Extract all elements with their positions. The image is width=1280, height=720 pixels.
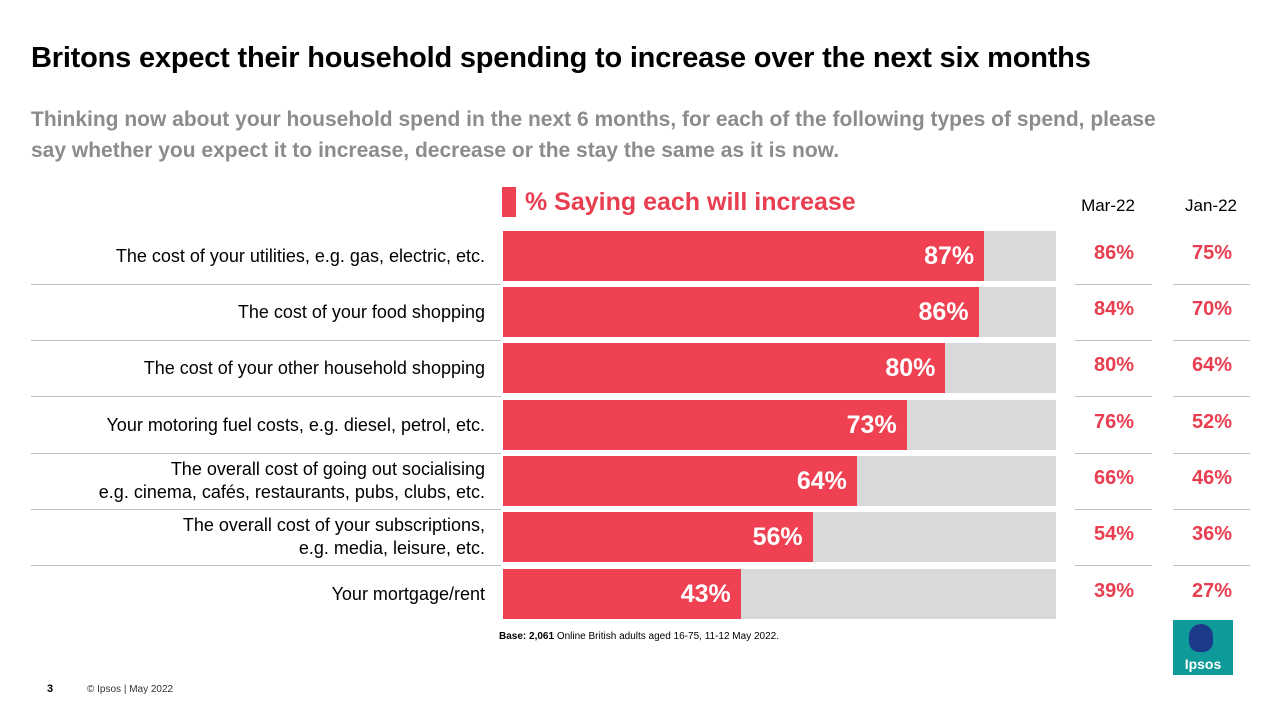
comparison-value-mar-22: 76% xyxy=(1093,411,1135,433)
comparison-value-jan-22: 27% xyxy=(1191,580,1233,602)
page-number: 3 xyxy=(47,683,54,695)
page-subtitle: Thinking now about your household spend … xyxy=(31,108,1156,162)
comparison-value-mar-22: 84% xyxy=(1093,298,1135,320)
legend-swatch xyxy=(502,187,516,217)
logo-text: Ipsos xyxy=(1184,656,1222,672)
row-separator xyxy=(31,340,501,341)
bar: 87% xyxy=(503,231,985,281)
comparison-separator xyxy=(1173,340,1250,341)
bar: 56% xyxy=(503,512,813,562)
bar-value-label: 87% xyxy=(924,241,975,270)
comparison-separator xyxy=(1075,396,1152,397)
bar-track: 64% xyxy=(503,456,1056,506)
row-separator xyxy=(31,396,501,397)
comparison-value-mar-22: 86% xyxy=(1093,242,1135,264)
copyright: © Ipsos | May 2022 xyxy=(87,684,174,695)
row-separator xyxy=(31,509,501,510)
category-label: The overall cost of going out socialisin… xyxy=(20,456,485,506)
bar-value-label: 86% xyxy=(918,297,969,326)
comparison-value-jan-22: 46% xyxy=(1191,467,1233,489)
bar: 86% xyxy=(503,287,979,337)
bar: 64% xyxy=(503,456,857,506)
comparison-separator xyxy=(1173,453,1250,454)
comparison-value-mar-22: 66% xyxy=(1093,467,1135,489)
row-separator xyxy=(31,284,501,285)
comparison-value-jan-22: 64% xyxy=(1191,354,1233,376)
comparison-separator xyxy=(1173,396,1250,397)
column-header-mar-22: Mar-22 xyxy=(1081,196,1135,215)
category-label-line: Your mortgage/rent xyxy=(331,583,485,604)
comparison-separator xyxy=(1075,565,1152,566)
bar-value-label: 43% xyxy=(680,579,731,608)
category-label: Your motoring fuel costs, e.g. diesel, p… xyxy=(20,400,485,450)
bar-track: 87% xyxy=(503,231,1056,281)
comparison-value-jan-22: 36% xyxy=(1191,523,1233,545)
comparison-value-jan-22: 52% xyxy=(1191,411,1233,433)
category-label-line: The cost of your utilities, e.g. gas, el… xyxy=(115,245,485,266)
category-label-line: e.g. media, leisure, etc. xyxy=(298,538,485,558)
bar: 73% xyxy=(503,400,907,450)
base-count: Base: 2,061 xyxy=(499,631,555,642)
category-label-line: The overall cost of going out socialisin… xyxy=(170,459,485,479)
bar-track: 56% xyxy=(503,512,1056,562)
category-label-line: The cost of your food shopping xyxy=(237,301,485,322)
ipsos-logo: Ipsos xyxy=(1173,620,1233,675)
category-label: Your mortgage/rent xyxy=(20,569,485,619)
legend: % Saying each will increase xyxy=(502,186,856,218)
logo-head-icon xyxy=(1189,624,1213,652)
bar-value-label: 73% xyxy=(846,410,897,439)
bar-track: 86% xyxy=(503,287,1056,337)
category-label: The overall cost of your subscriptions, e… xyxy=(20,512,485,562)
comparison-separator xyxy=(1075,340,1152,341)
base-note: Base: 2,061 Online British adults aged 1… xyxy=(499,631,779,642)
comparison-separator xyxy=(1075,453,1152,454)
bar-value-label: 56% xyxy=(752,522,803,551)
comparison-value-mar-22: 39% xyxy=(1093,580,1135,602)
comparison-value-mar-22: 54% xyxy=(1093,523,1135,545)
legend-label: % Saying each will increase xyxy=(525,187,856,216)
category-label: The cost of your other household shoppin… xyxy=(20,343,485,393)
category-label: The cost of your food shopping xyxy=(20,287,485,337)
category-label-line: Your motoring fuel costs, e.g. diesel, p… xyxy=(106,414,485,435)
comparison-value-jan-22: 75% xyxy=(1191,242,1233,264)
comparison-separator xyxy=(1075,284,1152,285)
category-label: The cost of your utilities, e.g. gas, el… xyxy=(20,231,485,281)
bar-track: 43% xyxy=(503,569,1056,619)
comparison-separator xyxy=(1173,509,1250,510)
bar-track: 73% xyxy=(503,400,1056,450)
bar-value-label: 80% xyxy=(885,353,936,382)
column-header-jan-22: Jan-22 xyxy=(1185,196,1237,215)
bar: 43% xyxy=(503,569,741,619)
comparison-separator xyxy=(1075,509,1152,510)
base-description: Online British adults aged 16-75, 11-12 … xyxy=(554,631,779,642)
page-title: Britons expect their household spending … xyxy=(31,42,1091,74)
bar: 80% xyxy=(503,343,946,393)
comparison-value-jan-22: 70% xyxy=(1191,298,1233,320)
category-label-line: e.g. cinema, cafés, restaurants, pubs, c… xyxy=(98,482,485,502)
bar-track: 80% xyxy=(503,343,1056,393)
bar-value-label: 64% xyxy=(796,466,847,495)
category-label-line: The overall cost of your subscriptions, xyxy=(182,515,485,535)
comparison-separator xyxy=(1173,284,1250,285)
category-label-line: The cost of your other household shoppin… xyxy=(143,357,485,378)
comparison-value-mar-22: 80% xyxy=(1093,354,1135,376)
comparison-separator xyxy=(1173,565,1250,566)
row-separator xyxy=(31,453,501,454)
row-separator xyxy=(31,565,501,566)
